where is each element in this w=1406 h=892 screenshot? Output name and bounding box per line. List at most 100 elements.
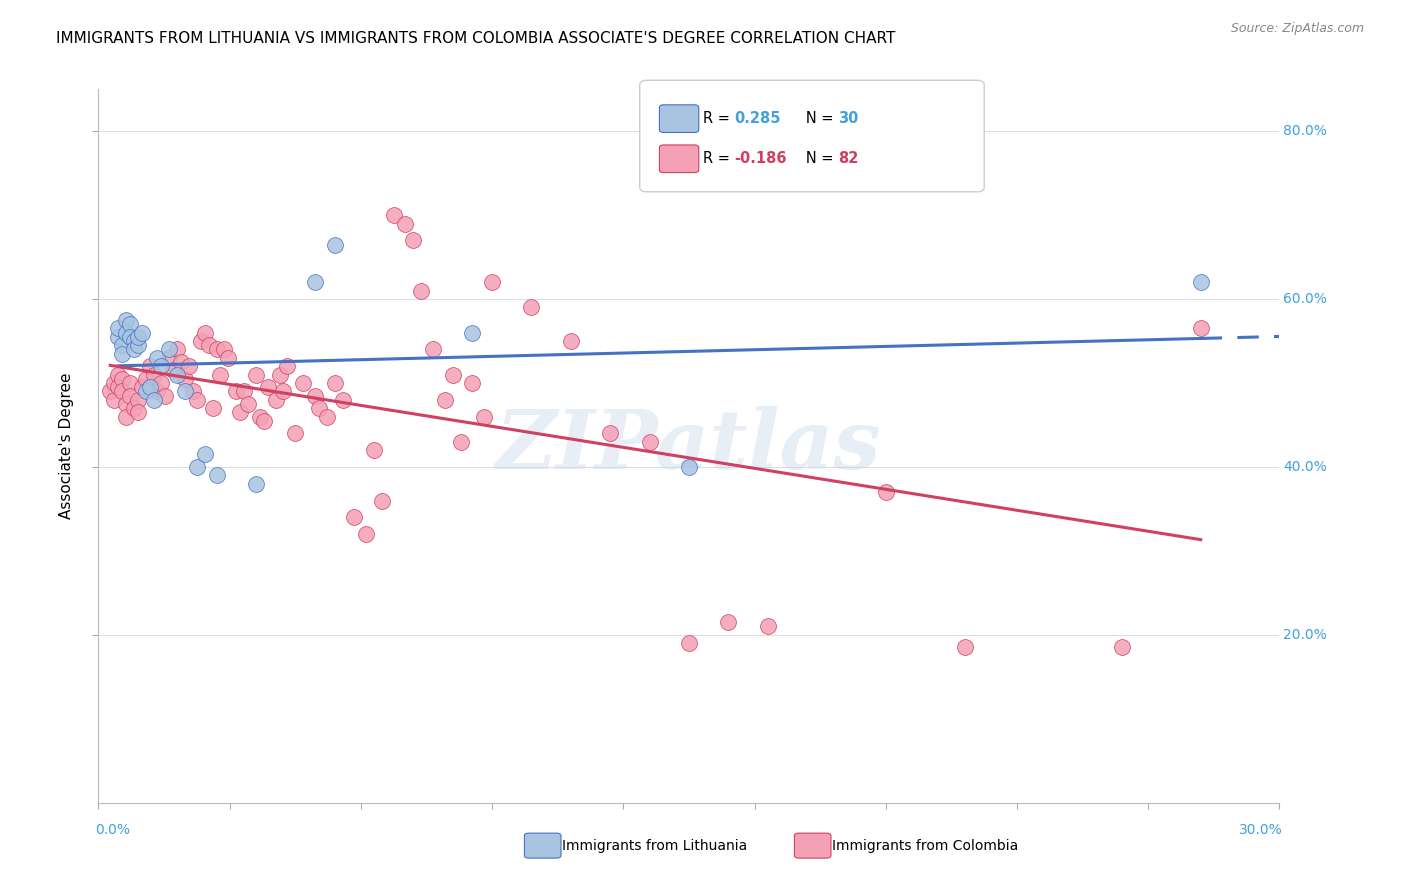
Point [138,359,160,374]
Point [678,460,700,475]
Point [481,275,503,289]
Point [678,636,700,650]
Point [441,368,464,382]
Point [402,233,425,247]
Text: 40.0%: 40.0% [1284,460,1327,474]
Point [107,368,129,382]
Point [953,640,976,655]
Text: N =: N = [792,152,838,166]
Point [107,321,129,335]
Point [118,318,141,332]
Point [253,414,276,428]
Text: N =: N = [792,112,838,126]
Point [205,343,228,357]
Text: 60.0%: 60.0% [1284,292,1327,306]
Point [98,384,121,399]
Text: Immigrants from Lithuania: Immigrants from Lithuania [562,838,748,853]
Point [245,368,267,382]
Text: 30: 30 [838,112,858,126]
Point [150,376,173,390]
Point [177,359,200,374]
Point [118,330,141,344]
Text: Immigrants from Colombia: Immigrants from Colombia [832,838,1018,853]
Text: ZIPatlas: ZIPatlas [496,406,882,486]
Point [138,380,160,394]
Text: 0.0%: 0.0% [96,822,131,837]
Point [382,208,405,222]
Point [323,237,346,252]
Point [236,397,259,411]
Text: 30.0%: 30.0% [1239,822,1282,837]
Point [450,434,472,449]
Point [256,380,278,394]
Point [1189,321,1212,335]
Point [111,384,134,399]
Point [186,460,208,475]
Point [146,384,169,399]
Text: 20.0%: 20.0% [1284,628,1327,642]
Point [127,338,149,352]
Point [122,401,145,416]
Point [155,389,177,403]
Point [150,359,173,374]
Point [433,392,456,407]
Point [1189,275,1212,289]
Point [135,384,157,399]
Point [122,334,145,348]
Point [122,343,145,357]
Text: 0.285: 0.285 [734,112,780,126]
Point [197,338,219,352]
Point [209,368,232,382]
Point [461,376,484,390]
Point [276,359,298,374]
Point [127,330,149,344]
Point [131,380,153,394]
Point [135,372,157,386]
Point [233,384,256,399]
Point [315,409,337,424]
Point [472,409,495,424]
Text: Source: ZipAtlas.com: Source: ZipAtlas.com [1230,22,1364,36]
Point [205,468,228,483]
Point [214,343,236,357]
Text: IMMIGRANTS FROM LITHUANIA VS IMMIGRANTS FROM COLOMBIA ASSOCIATE'S DEGREE CORRELA: IMMIGRANTS FROM LITHUANIA VS IMMIGRANTS … [56,31,896,46]
Text: 80.0%: 80.0% [1284,124,1327,138]
Point [717,615,740,630]
Point [131,326,153,340]
Point [245,476,267,491]
Point [363,443,385,458]
Point [157,343,180,357]
Point [371,493,394,508]
Point [875,485,897,500]
Point [170,355,193,369]
Point [304,275,326,289]
Point [599,426,621,441]
Point [162,363,184,377]
Point [194,326,217,340]
Text: -0.186: -0.186 [734,152,786,166]
Point [638,434,661,449]
Point [115,313,138,327]
Point [194,447,217,461]
Point [422,343,444,357]
Point [146,351,169,365]
Point [103,376,125,390]
Point [411,284,433,298]
Point [1111,640,1133,655]
Y-axis label: Associate's Degree: Associate's Degree [59,373,75,519]
Point [756,619,779,633]
Point [107,330,129,344]
Point [157,351,180,365]
Point [269,368,291,382]
Point [142,392,165,407]
Point [217,351,239,365]
Point [249,409,271,424]
Point [111,338,134,352]
Point [343,510,366,524]
Point [264,392,287,407]
Point [174,384,197,399]
Point [142,368,165,382]
Point [166,368,188,382]
Point [186,392,208,407]
Point [201,401,224,416]
